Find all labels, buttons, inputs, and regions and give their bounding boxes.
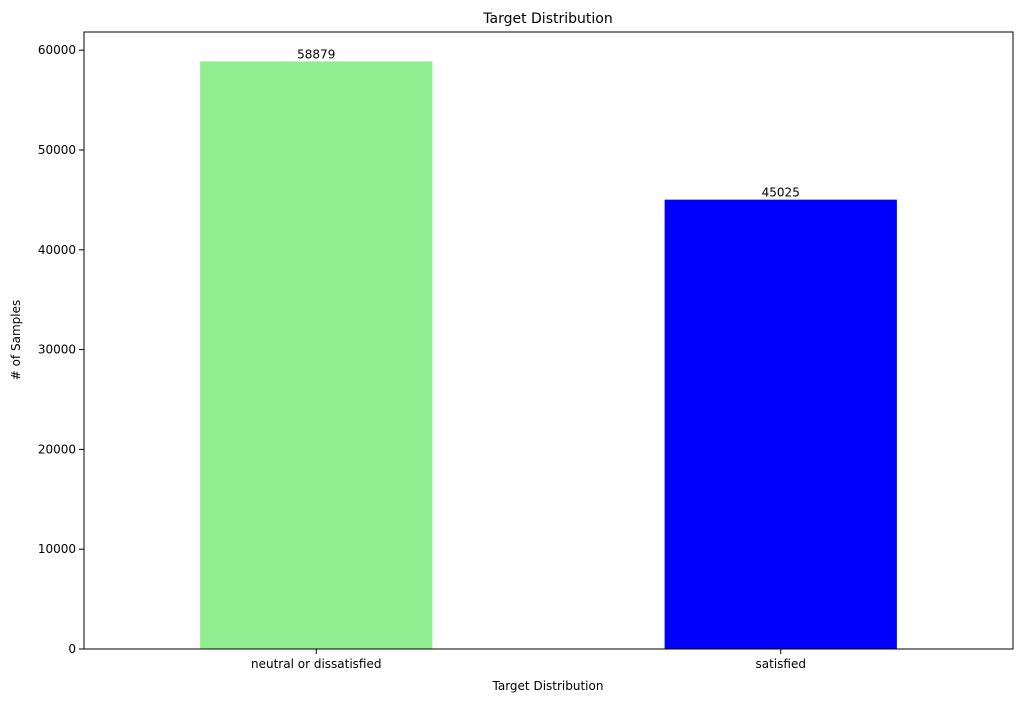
y-tick-label: 40000 [38,243,76,257]
x-axis-label: Target Distribution [492,679,604,693]
y-tick-label: 20000 [38,442,76,456]
x-tick-label: neutral or dissatisfied [251,657,381,671]
y-tick-label: 0 [68,642,76,656]
y-tick-label: 10000 [38,542,76,556]
axes-frame [83,31,1014,650]
y-axis-label: # of Samples [9,300,23,381]
x-axis-ticks: neutral or dissatisfied satisfied [251,649,806,671]
bar-value-label: 58879 [297,47,335,61]
bar-1 [664,199,897,649]
y-tick-label: 60000 [38,43,76,57]
data-labels: 58879 45025 [297,47,800,199]
y-tick-label: 30000 [38,343,76,357]
chart-title: Target Distribution [482,11,612,27]
bars [200,61,897,650]
plot-area: 0 10000 20000 30000 40000 50000 60000 neutral … [38,31,1014,671]
y-axis-ticks: 0 10000 20000 30000 40000 50000 60000 [38,43,84,656]
y-tick-label: 50000 [38,143,76,157]
bar-0 [200,61,433,650]
x-tick-label: satisfied [756,657,806,671]
bar-value-label: 45025 [762,186,800,200]
